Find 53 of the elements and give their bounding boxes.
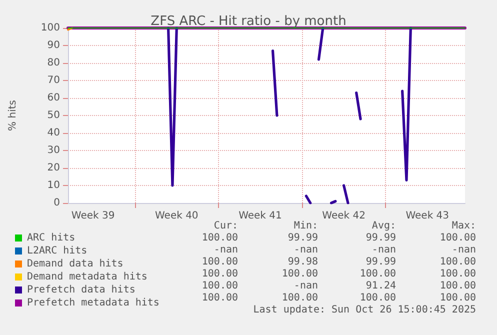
y-tick-label: 80 bbox=[47, 58, 60, 68]
text: 100.00 bbox=[440, 268, 476, 280]
text: 100.00 bbox=[440, 292, 476, 304]
text: -nan bbox=[372, 244, 396, 256]
text: Last update: Sun Oct 26 15:00:45 2025 bbox=[253, 304, 476, 316]
text: 99.99 bbox=[288, 232, 318, 244]
legend-label: L2ARC hits bbox=[27, 246, 88, 256]
y-tick-label: 30 bbox=[47, 145, 60, 156]
chart-title: ZFS ARC - Hit ratio - by month bbox=[150, 14, 346, 29]
x-tick-label: Week 41 bbox=[238, 210, 282, 222]
text: 100.00 bbox=[202, 268, 238, 280]
x-tick-label: Week 40 bbox=[154, 210, 198, 222]
text: Cur: bbox=[214, 220, 238, 232]
y-tick-label: 0 bbox=[54, 198, 60, 208]
y-tick-label: 20 bbox=[47, 162, 60, 174]
text: Min: bbox=[294, 220, 318, 232]
text: 91.24 bbox=[366, 280, 396, 292]
y-tick-label: 10 bbox=[47, 180, 60, 191]
y-axis-title: % hits bbox=[8, 100, 18, 131]
text: 99.98 bbox=[288, 256, 318, 268]
y-tick-label: 50 bbox=[47, 110, 60, 121]
text: 99.99 bbox=[366, 256, 396, 268]
text: 100.00 bbox=[440, 280, 476, 292]
y-tick-label: 70 bbox=[47, 75, 60, 86]
text: 100.00 bbox=[202, 292, 238, 304]
text: 100.00 bbox=[282, 292, 318, 304]
text: 100.00 bbox=[202, 256, 238, 268]
y-tick-label: 90 bbox=[47, 40, 60, 51]
y-tick-label: 40 bbox=[47, 128, 60, 138]
legend-label: ARC hits bbox=[27, 232, 76, 244]
text: -nan bbox=[294, 280, 318, 292]
text: -nan bbox=[214, 244, 238, 256]
y-tick-label: 100 bbox=[40, 22, 60, 34]
text: 100.00 bbox=[360, 268, 396, 280]
text: 100.00 bbox=[440, 232, 476, 244]
text: 100.00 bbox=[202, 280, 238, 292]
x-tick-label: Week 42 bbox=[322, 210, 366, 222]
text: -nan bbox=[294, 244, 318, 256]
text: 100.00 bbox=[282, 268, 318, 280]
legend-label: Prefetch data hits bbox=[27, 284, 136, 296]
text: Avg: bbox=[372, 220, 396, 232]
legend-label: Prefetch metadata hits bbox=[27, 298, 160, 308]
text: 99.99 bbox=[366, 232, 396, 244]
text: Max: bbox=[452, 220, 476, 232]
x-tick-label: Week 39 bbox=[71, 210, 115, 222]
legend-label: Demand metadata hits bbox=[27, 272, 148, 282]
legend-label: Demand data hits bbox=[27, 258, 124, 270]
text: -nan bbox=[452, 244, 476, 256]
text: 100.00 bbox=[360, 292, 396, 304]
text: 100.00 bbox=[440, 256, 476, 268]
x-tick-label: Week 43 bbox=[406, 210, 450, 222]
text: 100.00 bbox=[202, 232, 238, 244]
y-tick-label: 60 bbox=[47, 92, 60, 104]
